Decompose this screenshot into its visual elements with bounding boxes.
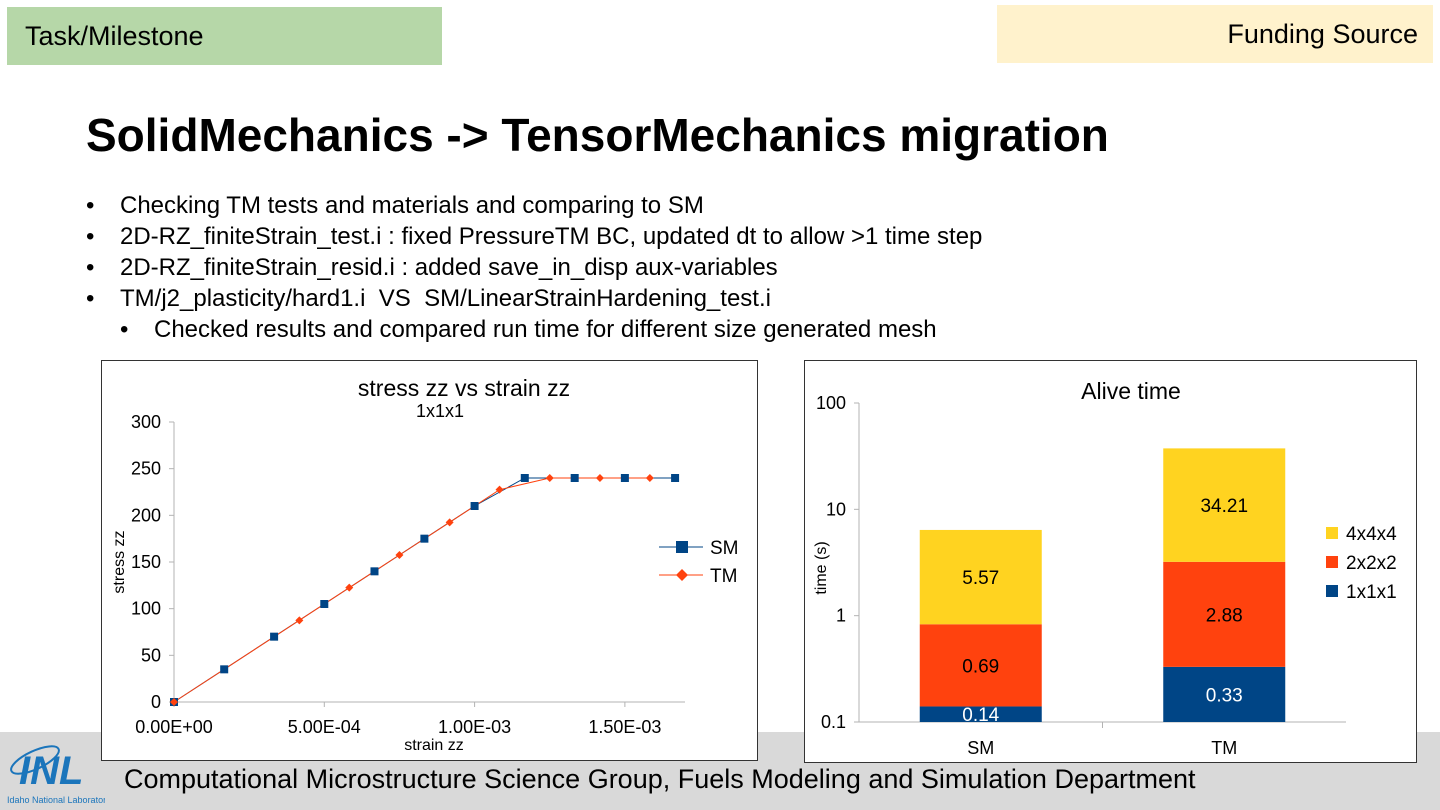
bullet-text: 2D-RZ_finiteStrain_resid.i : added save_… (120, 254, 778, 281)
bar-segment-2x2x2 (919, 624, 1042, 707)
legend-swatch-4x4x4 (1326, 527, 1338, 539)
y-tick-label: 100 (816, 393, 846, 413)
series-line-tm (173, 477, 650, 703)
logo-subtext: Idaho National Laboratory (7, 795, 105, 805)
data-point-tm (170, 698, 178, 706)
x-tick-label: SM (967, 738, 994, 758)
data-label: 34.21 (1200, 496, 1248, 517)
bullet-item: • 2D-RZ_finiteStrain_test.i : fixed Pres… (86, 221, 982, 252)
bullet-glyph: • (86, 223, 95, 250)
stress-strain-chart: stress zz vs strain zz 1x1x1 0 50 100 150 200 2… (101, 360, 758, 761)
data-point-sm (270, 632, 279, 641)
bar-segment-2x2x2 (1163, 561, 1286, 667)
bullet-glyph: • (120, 316, 129, 343)
data-point-sm (220, 665, 229, 674)
legend-label-sm: SM (710, 538, 739, 559)
data-point-tm (295, 616, 304, 625)
y-axis-label: time (s) (813, 541, 830, 594)
alive-time-chart: Alive time 0.1 1 10 100 time (s) 0.14 0.69 5.57 S… (804, 360, 1417, 763)
data-point-sm (671, 474, 680, 482)
y-tick-label: 10 (826, 499, 846, 519)
x-tick-label: TM (1211, 738, 1237, 758)
logo-text: INL (19, 749, 83, 793)
legend-marker-sm (676, 541, 688, 553)
data-label: 0.33 (1206, 685, 1243, 706)
legend-label-4x4x4: 4x4x4 (1346, 524, 1397, 545)
bullet-text: TM/j2_plasticity/hard1.i VS SM/LinearStr… (120, 285, 771, 312)
logo-orbit (10, 745, 60, 775)
data-point-sm (520, 474, 529, 482)
chart-subtitle: 1x1x1 (416, 401, 464, 421)
data-point-tm (345, 583, 354, 592)
bullet-item: • Checking TM tests and materials and co… (86, 190, 704, 221)
x-tick-label: 5.00E-04 (288, 717, 361, 737)
y-tick-label: 1 (836, 606, 846, 626)
x-tick-label: 1.50E-03 (588, 717, 661, 737)
data-point-sm (370, 567, 379, 576)
y-tick-label: 200 (131, 505, 161, 525)
x-tick-label: 1.00E-03 (438, 717, 511, 737)
y-axis-label: stress zz (111, 530, 128, 593)
y-tick-label: 50 (141, 645, 161, 665)
y-tick-label: 100 (131, 599, 161, 619)
bar-segment-1x1x1 (919, 706, 1042, 722)
data-point-tm (445, 518, 454, 527)
y-tick-label: 300 (131, 412, 161, 432)
task-milestone-label: Task/Milestone (7, 7, 442, 65)
bullet-item: • TM/j2_plasticity/hard1.i VS SM/LinearS… (86, 283, 771, 314)
legend-marker-tm (676, 569, 688, 581)
bar-segment-4x4x4 (919, 529, 1042, 625)
alive-time-chart-svg: Alive time 0.1 1 10 100 time (s) 0.14 0.69 5.57 S… (813, 378, 1397, 758)
data-point-tm (545, 474, 554, 482)
funding-source-label: Funding Source (997, 5, 1433, 63)
bullet-item: • 2D-RZ_finiteStrain_resid.i : added sav… (86, 252, 778, 283)
data-point-tm (595, 474, 604, 482)
bar-segment-4x4x4 (1163, 448, 1286, 562)
legend-label-1x1x1: 1x1x1 (1346, 582, 1397, 603)
data-label: 2.88 (1206, 605, 1243, 626)
y-tick-label: 250 (131, 459, 161, 479)
data-label: 5.57 (962, 568, 999, 589)
data-label: 0.14 (962, 705, 999, 726)
data-point-sm (470, 502, 479, 510)
bar-segment-1x1x1 (1163, 666, 1286, 722)
y-tick-label: 150 (131, 552, 161, 572)
data-point-sm (420, 534, 429, 543)
y-tick-label: 0.1 (821, 712, 846, 732)
slide-title: SolidMechanics -> TensorMechanics migrat… (86, 109, 1109, 161)
y-tick-label: 0 (151, 692, 161, 712)
legend-swatch-1x1x1 (1326, 585, 1338, 597)
x-axis-label: strain zz (404, 737, 464, 754)
x-tick-label: 0.00E+00 (135, 717, 213, 737)
data-point-sm (620, 474, 629, 482)
legend-swatch-2x2x2 (1326, 556, 1338, 568)
bullet-list: • Checking TM tests and materials and co… (86, 190, 982, 345)
legend-label-tm: TM (710, 566, 737, 587)
data-point-sm (570, 474, 579, 482)
chart-title: Alive time (1081, 378, 1181, 404)
footer-text: Computational Microstructure Science Gro… (124, 764, 1196, 794)
bullet-text: Checking TM tests and materials and comp… (120, 192, 704, 219)
legend-label-2x2x2: 2x2x2 (1346, 553, 1397, 574)
data-point-tm (645, 474, 654, 482)
data-label: 0.69 (962, 656, 999, 677)
bullet-glyph: • (86, 192, 95, 219)
sub-bullet-item: • Checked results and compared run time … (86, 314, 937, 345)
data-point-tm (495, 485, 504, 494)
bullet-glyph: • (86, 285, 95, 312)
bullet-text: Checked results and compared run time fo… (154, 316, 937, 343)
data-point-sm (320, 600, 329, 608)
bullet-text: 2D-RZ_finiteStrain_test.i : fixed Pressu… (120, 223, 983, 250)
chart-title: stress zz vs strain zz (358, 375, 570, 401)
data-point-tm (395, 551, 404, 559)
bullet-glyph: • (86, 254, 95, 281)
inl-logo: INL Idaho National Laboratory (7, 745, 105, 805)
series-line-sm (173, 477, 676, 703)
